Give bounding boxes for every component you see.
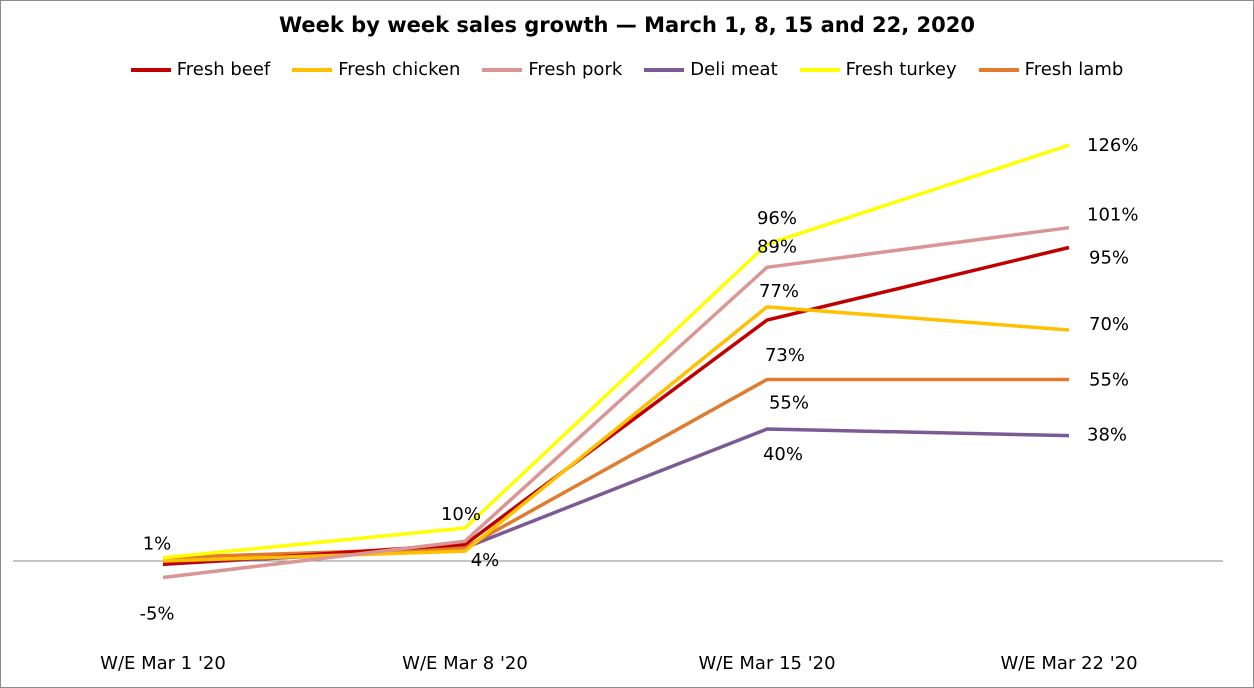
- legend-swatch-fresh-lamb: [978, 67, 1019, 72]
- data-label: 55%: [769, 393, 809, 414]
- data-label: 95%: [1089, 248, 1129, 269]
- x-tick-label: W/E Mar 22 '20: [1000, 653, 1137, 674]
- data-label: 96%: [757, 208, 797, 229]
- data-label: 40%: [763, 444, 803, 465]
- data-label: 10%: [441, 504, 481, 525]
- legend-swatch-fresh-turkey: [799, 67, 840, 72]
- x-tick-label: W/E Mar 1 '20: [100, 653, 226, 674]
- legend-item-fresh-pork: Fresh pork: [482, 59, 622, 80]
- data-label: 101%: [1087, 205, 1138, 226]
- data-label: 55%: [1089, 370, 1129, 391]
- x-tick-label: W/E Mar 8 '20: [402, 653, 528, 674]
- series-layer: [162, 143, 1070, 580]
- data-label: 70%: [1089, 314, 1129, 335]
- legend-label-fresh-turkey: Fresh turkey: [845, 59, 957, 80]
- series-line-fresh-turkey: [162, 143, 1070, 560]
- data-label: 73%: [765, 345, 805, 366]
- legend-item-fresh-chicken: Fresh chicken: [292, 59, 460, 80]
- legend-swatch-deli-meat: [644, 67, 685, 72]
- data-label: -5%: [139, 604, 174, 625]
- data-label: 77%: [759, 281, 799, 302]
- legend-label-fresh-pork: Fresh pork: [528, 59, 623, 80]
- data-label: 89%: [757, 236, 797, 257]
- legend-label-fresh-beef: Fresh beef: [176, 59, 271, 80]
- legend-item-deli-meat: Deli meat: [644, 59, 778, 80]
- legend-label-fresh-chicken: Fresh chicken: [338, 59, 461, 80]
- data-label: 38%: [1087, 425, 1127, 446]
- legend-label-deli-meat: Deli meat: [690, 59, 778, 80]
- chart-title: Week by week sales growth — March 1, 8, …: [278, 13, 975, 37]
- data-label: 126%: [1087, 135, 1138, 156]
- legend-item-fresh-turkey: Fresh turkey: [799, 59, 957, 80]
- data-label-layer: 1% -5% 10% 4% 96% 89% 77% 73% 55% 40% 126% 101% 95% 7…: [139, 135, 1138, 624]
- legend-swatch-fresh-pork: [482, 67, 523, 72]
- x-tick-label: W/E Mar 15 '20: [698, 653, 835, 674]
- legend-swatch-fresh-chicken: [292, 67, 333, 72]
- legend-swatch-fresh-beef: [130, 67, 171, 72]
- legend-item-fresh-lamb: Fresh lamb: [978, 59, 1124, 80]
- legend-item-fresh-beef: Fresh beef: [130, 59, 271, 80]
- data-label: 4%: [471, 550, 500, 571]
- series-line-fresh-chicken: [162, 305, 1070, 563]
- legend: Fresh beef Fresh chicken Fresh pork Deli…: [1, 59, 1253, 80]
- x-tick-layer: W/E Mar 1 '20 W/E Mar 8 '20 W/E Mar 15 '20…: [100, 653, 1137, 674]
- series-line-fresh-pork: [162, 225, 1070, 580]
- data-label: 1%: [143, 534, 172, 555]
- legend-label-fresh-lamb: Fresh lamb: [1024, 59, 1124, 80]
